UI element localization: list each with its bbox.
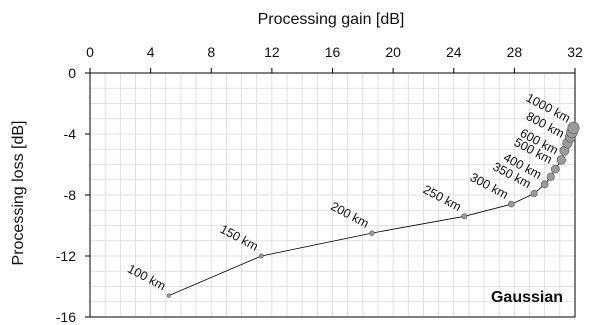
y-tick-label: -8 (64, 187, 77, 203)
data-point (461, 213, 468, 220)
x-tick-label: 4 (147, 44, 155, 60)
x-tick-label: 32 (567, 44, 583, 60)
x-axis-title: Processing gain [dB] (258, 11, 405, 28)
point-label: 250 km (421, 182, 464, 214)
x-tick-label: 16 (325, 44, 341, 60)
data-point (546, 172, 555, 181)
x-tick-label: 28 (507, 44, 523, 60)
data-point (369, 230, 375, 236)
y-tick-label: -4 (64, 126, 77, 142)
y-tick-label: -16 (56, 309, 76, 325)
series-line (166, 121, 580, 298)
y-axis: 0 -4 -8 -12 -16 (56, 65, 90, 325)
data-point (540, 180, 549, 189)
x-tick-label: 0 (86, 44, 94, 60)
point-label: 100 km (125, 262, 168, 294)
data-point (258, 253, 264, 259)
x-axis: 0 4 8 12 16 20 24 28 32 (86, 44, 583, 73)
point-label: 200 km (328, 199, 371, 231)
y-tick-label: 0 (68, 65, 76, 81)
x-tick-label: 8 (207, 44, 215, 60)
y-tick-label: -12 (56, 248, 76, 264)
grid (89, 72, 576, 318)
data-point (550, 164, 560, 174)
data-point (530, 189, 538, 197)
data-point (508, 200, 515, 208)
data-point (166, 293, 171, 298)
data-point (556, 155, 566, 165)
y-axis-title: Processing loss [dB] (10, 121, 27, 266)
x-tick-label: 24 (446, 44, 462, 60)
x-tick-label: 20 (385, 44, 401, 60)
x-tick-label: 12 (264, 44, 280, 60)
data-point (567, 121, 580, 134)
annotation-gaussian: Gaussian (491, 289, 563, 306)
point-label: 150 km (218, 222, 261, 254)
